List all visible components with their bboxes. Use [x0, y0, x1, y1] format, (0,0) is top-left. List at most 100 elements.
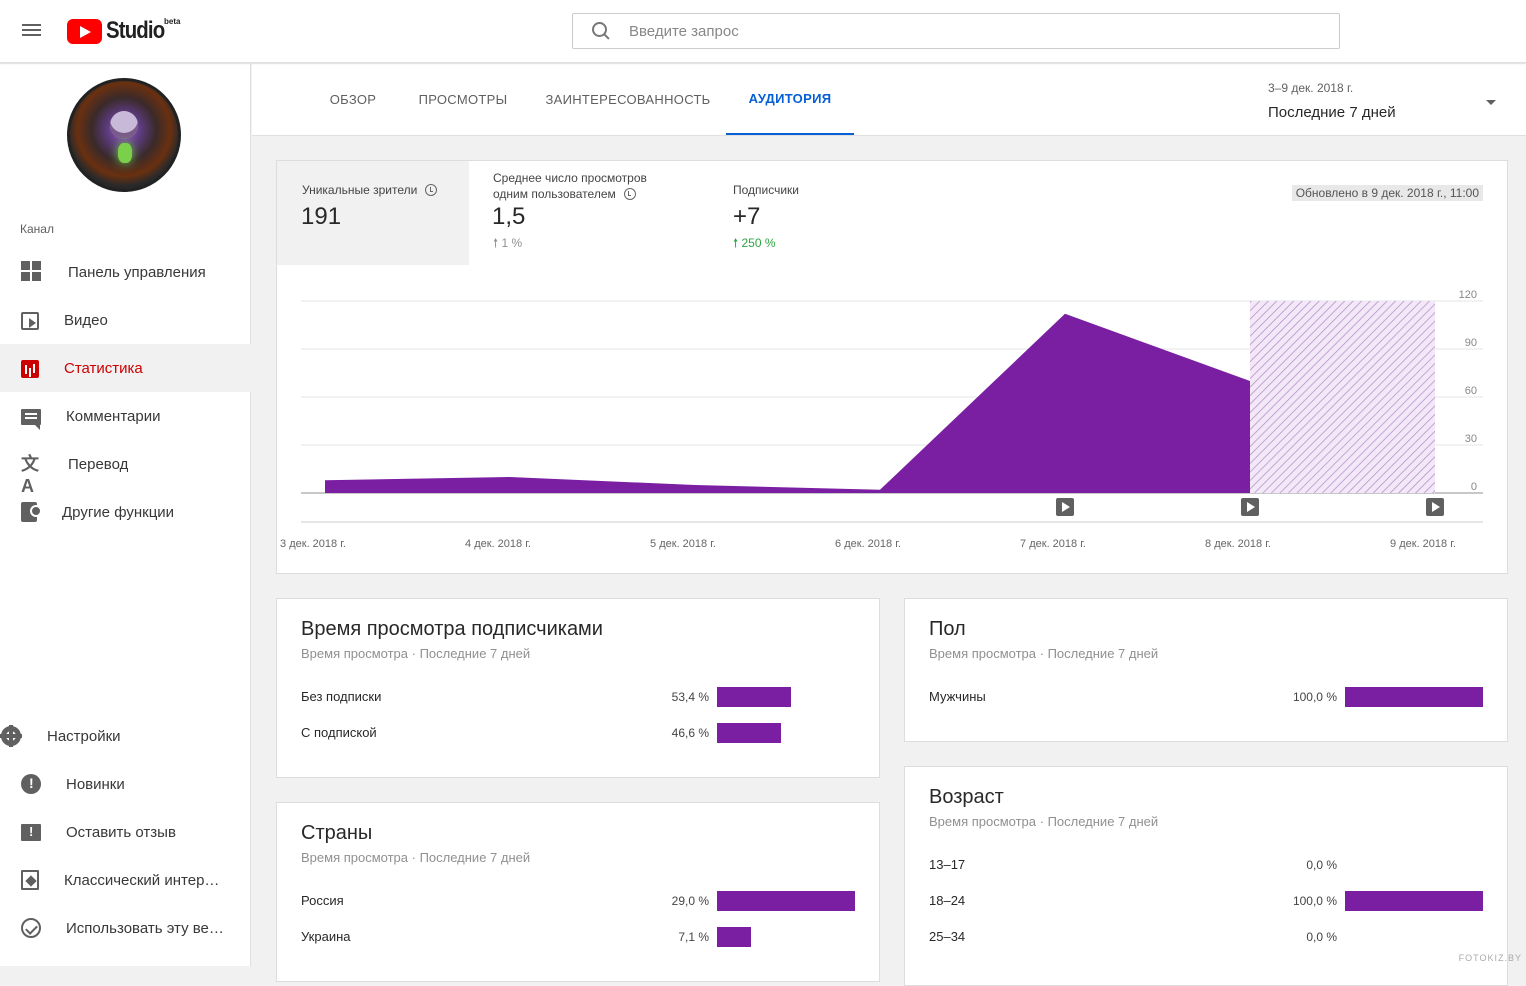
watermark: FOTOKIZ.BY [1459, 953, 1522, 963]
analytics-tabs-bar: ОБЗОР ПРОСМОТРЫ ЗАИНТЕРЕСОВАННОСТЬ АУДИТ… [252, 64, 1526, 136]
analytics-icon [21, 360, 39, 378]
kpi-value: +7 [733, 203, 760, 231]
search-icon[interactable] [591, 21, 611, 41]
other-features-icon [21, 502, 37, 522]
x-tick-label: 4 дек. 2018 г. [465, 538, 531, 550]
sidebar-item-whats-new[interactable]: Новинки [0, 760, 251, 808]
row-value: 46,6 % [639, 726, 709, 740]
card-title: Возраст [929, 786, 1004, 809]
row-value: 53,4 % [639, 690, 709, 704]
kpi-label: Подписчики [733, 182, 799, 198]
sidebar-item-label: Настройки [47, 728, 121, 745]
kpi-unique-viewers[interactable]: Уникальные зрители 191 [277, 161, 469, 265]
row-label: Мужчины [929, 689, 986, 704]
percent-bar [1345, 891, 1483, 911]
clock-icon [425, 184, 437, 196]
percent-bar [717, 687, 791, 707]
clock-icon [624, 188, 636, 200]
search-box [572, 13, 1340, 49]
youtube-studio-logo[interactable]: Studio beta [67, 17, 175, 45]
whats-new-icon [21, 774, 41, 794]
sidebar-item-other-features[interactable]: Другие функции [0, 488, 251, 536]
card-subtitle: Время просмотра · Последние 7 дней [301, 646, 530, 661]
logo-text: Studio [106, 17, 164, 45]
check-icon [21, 918, 41, 938]
row-value: 29,0 % [639, 894, 709, 908]
age-card: Возраст Время просмотра · Последние 7 дн… [904, 766, 1508, 986]
row-label: С подпиской [301, 725, 377, 740]
sidebar-item-label: Комментарии [66, 408, 160, 425]
search-input[interactable] [629, 23, 1309, 40]
row-value: 0,0 % [1267, 858, 1337, 872]
sidebar-item-video[interactable]: Видео [0, 296, 251, 344]
channel-avatar[interactable] [67, 78, 181, 192]
percent-bar [1345, 687, 1483, 707]
y-tick-label: 90 [1465, 337, 1477, 349]
percent-bar [717, 927, 751, 947]
kpi-value: 191 [301, 203, 341, 231]
x-tick-label: 7 дек. 2018 г. [1020, 538, 1086, 550]
top-bar: Studio beta [0, 0, 1526, 63]
date-picker-label[interactable]: Последние 7 дней [1268, 104, 1396, 121]
row-value: 7,1 % [639, 930, 709, 944]
video-marker-icon[interactable] [1426, 498, 1444, 516]
tab-overview[interactable]: ОБЗОР [306, 64, 400, 135]
y-tick-label: 30 [1465, 433, 1477, 445]
sidebar-item-classic[interactable]: Классический интер… [0, 856, 251, 904]
comments-icon [21, 409, 41, 425]
video-marker-icon[interactable] [1241, 498, 1259, 516]
tab-audience[interactable]: АУДИТОРИЯ [726, 64, 854, 135]
chevron-down-icon[interactable] [1486, 100, 1496, 105]
sidebar-item-label: Перевод [68, 456, 128, 473]
card-subtitle: Время просмотра · Последние 7 дней [929, 814, 1158, 829]
kpi-delta: 🠕 1 % [493, 234, 522, 255]
row-label: Без подписки [301, 689, 381, 704]
card-subtitle: Время просмотра · Последние 7 дней [929, 646, 1158, 661]
sidebar-item-label: Новинки [66, 776, 125, 793]
sidebar-item-feedback[interactable]: Оставить отзыв [0, 808, 251, 856]
audience-chart-card: Уникальные зрители 191 Среднее число про… [276, 160, 1508, 574]
sidebar-item-label: Использовать эту ве… [66, 920, 224, 937]
sidebar-item-label: Оставить отзыв [66, 824, 176, 841]
feedback-icon [21, 824, 41, 841]
row-label: Россия [301, 893, 344, 908]
tab-views[interactable]: ПРОСМОТРЫ [410, 64, 516, 135]
card-title: Время просмотра подписчиками [301, 618, 603, 641]
kpi-value: 1,5 [492, 203, 525, 231]
x-tick-label: 5 дек. 2018 г. [650, 538, 716, 550]
translate-icon: 文A [21, 453, 43, 475]
sidebar: Канал Панель управления Видео Статистика… [0, 64, 251, 966]
countries-card: Страны Время просмотра · Последние 7 дне… [276, 802, 880, 982]
tab-engagement[interactable]: ЗАИНТЕРЕСОВАННОСТЬ [542, 64, 714, 135]
hamburger-menu-icon[interactable] [22, 21, 42, 41]
row-value: 0,0 % [1267, 930, 1337, 944]
sidebar-item-label: Панель управления [68, 264, 206, 281]
row-label: 18–24 [929, 893, 965, 908]
sidebar-item-comments[interactable]: Комментарии [0, 392, 251, 440]
kpi-label: Уникальные зрители [302, 182, 437, 198]
gender-card: Пол Время просмотра · Последние 7 дней М… [904, 598, 1508, 742]
date-range-text: 3–9 дек. 2018 г. [1268, 81, 1353, 95]
sidebar-item-label: Другие функции [62, 504, 174, 521]
percent-bar [717, 723, 781, 743]
channel-section-label: Канал [20, 222, 54, 236]
x-tick-label: 3 дек. 2018 г. [280, 538, 346, 550]
y-tick-label: 0 [1471, 481, 1477, 493]
sidebar-item-dashboard[interactable]: Панель управления [0, 248, 251, 296]
card-title: Страны [301, 822, 372, 845]
sidebar-item-use-this-version[interactable]: Использовать эту ве… [0, 904, 251, 952]
sidebar-item-translate[interactable]: 文A Перевод [0, 440, 251, 488]
row-label: 25–34 [929, 929, 965, 944]
video-marker-icon[interactable] [1056, 498, 1074, 516]
series-area [325, 314, 1250, 493]
row-value: 100,0 % [1267, 690, 1337, 704]
kpi-delta: 🠕 250 % [733, 234, 776, 255]
y-tick-label: 120 [1459, 289, 1477, 301]
kpi-subscribers[interactable]: Подписчики +7 🠕 250 % [709, 161, 909, 265]
sidebar-item-settings[interactable]: Настройки [0, 712, 251, 760]
sidebar-item-analytics[interactable]: Статистика [0, 344, 251, 392]
x-tick-label: 8 дек. 2018 г. [1205, 538, 1271, 550]
